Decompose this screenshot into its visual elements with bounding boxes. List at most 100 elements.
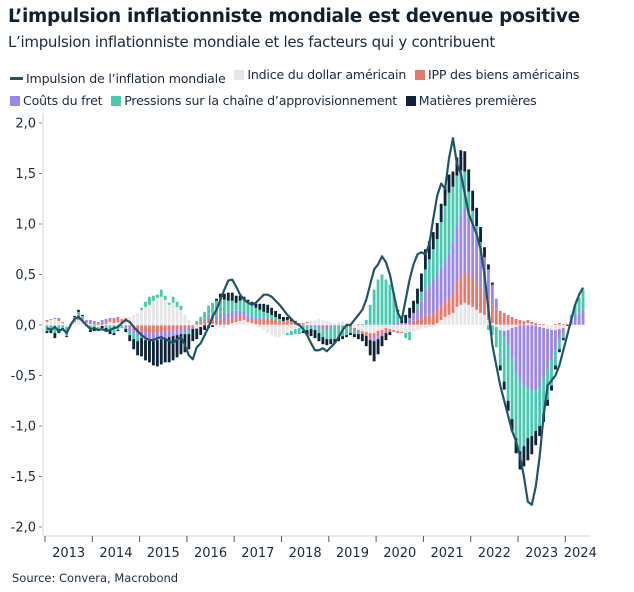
bar-segment <box>526 322 530 325</box>
bar-segment <box>483 292 486 315</box>
bar-segment <box>471 190 475 211</box>
bar-segment <box>510 316 514 325</box>
impulse-line <box>46 137 585 506</box>
bar-segment <box>278 320 281 325</box>
bar-segment <box>356 323 360 325</box>
bar-segment <box>530 321 534 324</box>
bar-segment <box>61 321 65 323</box>
bar-segment <box>309 325 313 328</box>
bar-segment <box>420 301 423 317</box>
bar-segment <box>396 321 400 325</box>
bar-segment <box>159 325 163 333</box>
bar-segment <box>309 329 313 337</box>
bar-segment <box>392 330 396 333</box>
bar-segment <box>238 300 242 311</box>
bar-segment <box>534 390 538 432</box>
bar-segment <box>561 325 565 329</box>
bar-segment <box>274 316 278 320</box>
bar-segment <box>61 322 65 325</box>
bar-segment <box>104 325 108 329</box>
bar-segment <box>218 313 222 320</box>
bar-segment <box>392 322 396 325</box>
bar-segment <box>546 329 549 370</box>
bar-segment <box>132 333 136 340</box>
bar-segment <box>112 333 116 336</box>
bar-segment <box>388 284 392 325</box>
bar-segment <box>159 289 163 297</box>
legend-item-freight: Coûts du fret <box>10 90 103 112</box>
bar-segment <box>447 314 451 325</box>
bar-segment <box>179 305 183 310</box>
bar-segment <box>404 325 408 334</box>
bar-segment <box>242 319 246 325</box>
bar-segment <box>416 308 419 319</box>
legend-label: IPP des biens américains <box>427 67 580 82</box>
bar-segment <box>423 325 427 329</box>
bar-segment <box>92 320 96 323</box>
bar-segment <box>278 313 281 319</box>
bar-segment <box>234 321 238 325</box>
bar-segment <box>155 297 159 325</box>
bar-segment <box>416 288 419 304</box>
bar-segment <box>187 334 191 350</box>
bar-segment <box>502 325 506 332</box>
bar-segment <box>148 340 151 363</box>
bar-segment <box>207 318 210 323</box>
bar-segment <box>140 325 143 332</box>
bar-segment <box>230 292 234 301</box>
bar-segment <box>581 289 585 310</box>
bar-segment <box>356 330 360 333</box>
bar-segment <box>222 325 226 329</box>
bar-segment <box>542 328 546 379</box>
bar-segment <box>459 215 463 277</box>
bar-segment <box>108 319 112 322</box>
bar-segment <box>218 293 222 298</box>
bar-segment <box>518 319 522 325</box>
bar-segment <box>148 304 151 325</box>
bar-segment <box>96 321 100 324</box>
bar-segment <box>136 312 140 325</box>
bar-segment <box>490 322 494 325</box>
bar-segment <box>408 332 412 341</box>
bar-segment <box>81 315 84 318</box>
bar-segment <box>471 210 475 227</box>
bar-segment <box>179 325 183 330</box>
bar-segment <box>467 169 471 192</box>
bar-segment <box>270 318 274 325</box>
bar-segment <box>317 333 321 342</box>
bar-segment <box>538 323 542 325</box>
bar-segment <box>57 317 61 319</box>
bar-segment <box>124 319 128 325</box>
bar-segment <box>345 335 348 338</box>
bar-segment <box>250 322 254 325</box>
bar-segment <box>112 318 116 323</box>
bar-segment <box>404 314 408 323</box>
bar-segment <box>341 325 345 327</box>
bar-segment <box>175 306 179 325</box>
bar-segment <box>195 325 199 329</box>
bar-segment <box>108 325 112 332</box>
bar-segment <box>136 336 140 342</box>
bar-segment <box>163 331 167 339</box>
bar-segment <box>171 330 175 337</box>
bar-segment <box>423 249 427 270</box>
bar-segment <box>538 387 542 426</box>
bar-segment <box>400 325 404 333</box>
bar-segment <box>151 300 155 325</box>
bar-segment <box>416 318 419 325</box>
bar-segment <box>384 279 388 325</box>
bar-segment <box>238 315 242 321</box>
bar-segment <box>305 325 309 327</box>
bar-segment <box>100 322 104 325</box>
bar-segment <box>309 320 313 325</box>
bar-segment <box>187 325 191 328</box>
bar-segment <box>360 334 364 342</box>
bar-segment <box>498 365 502 371</box>
bar-segment <box>274 319 278 325</box>
legend-item-supply-chain: Pressions sur la chaîne d’approvisionnem… <box>111 90 397 112</box>
bar-segment <box>522 325 526 386</box>
bar-segment <box>195 329 199 340</box>
bar-segment <box>124 325 128 328</box>
bar-segment <box>254 319 258 324</box>
bar-segment <box>459 276 463 305</box>
